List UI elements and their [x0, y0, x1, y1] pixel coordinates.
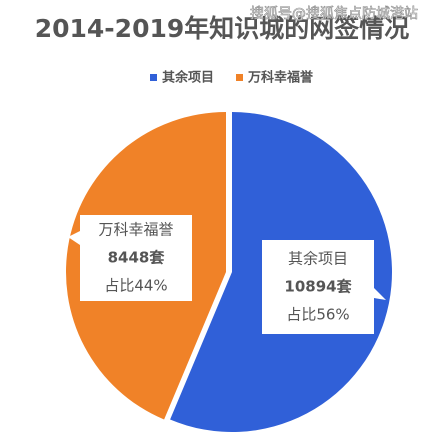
chart-title: 2014-2019年知识城的网签情况 [35, 14, 410, 43]
share-label: 占比56% [286, 306, 349, 324]
slice-name: 万科幸福誉 [98, 221, 173, 239]
legend-label: 其余项目 [162, 70, 214, 86]
legend-label: 万科幸福誉 [247, 70, 314, 86]
label-box [68, 215, 192, 301]
label-box [262, 240, 386, 334]
value-label: 10894套 [284, 278, 352, 296]
watermark: 搜狐号@搜狐焦点防城港站 [250, 6, 418, 22]
value-label: 8448套 [108, 249, 166, 267]
legend-swatch [150, 74, 157, 81]
legend-swatch [236, 74, 243, 81]
share-label: 占比44% [104, 277, 167, 295]
slice-name: 其余项目 [288, 250, 348, 268]
